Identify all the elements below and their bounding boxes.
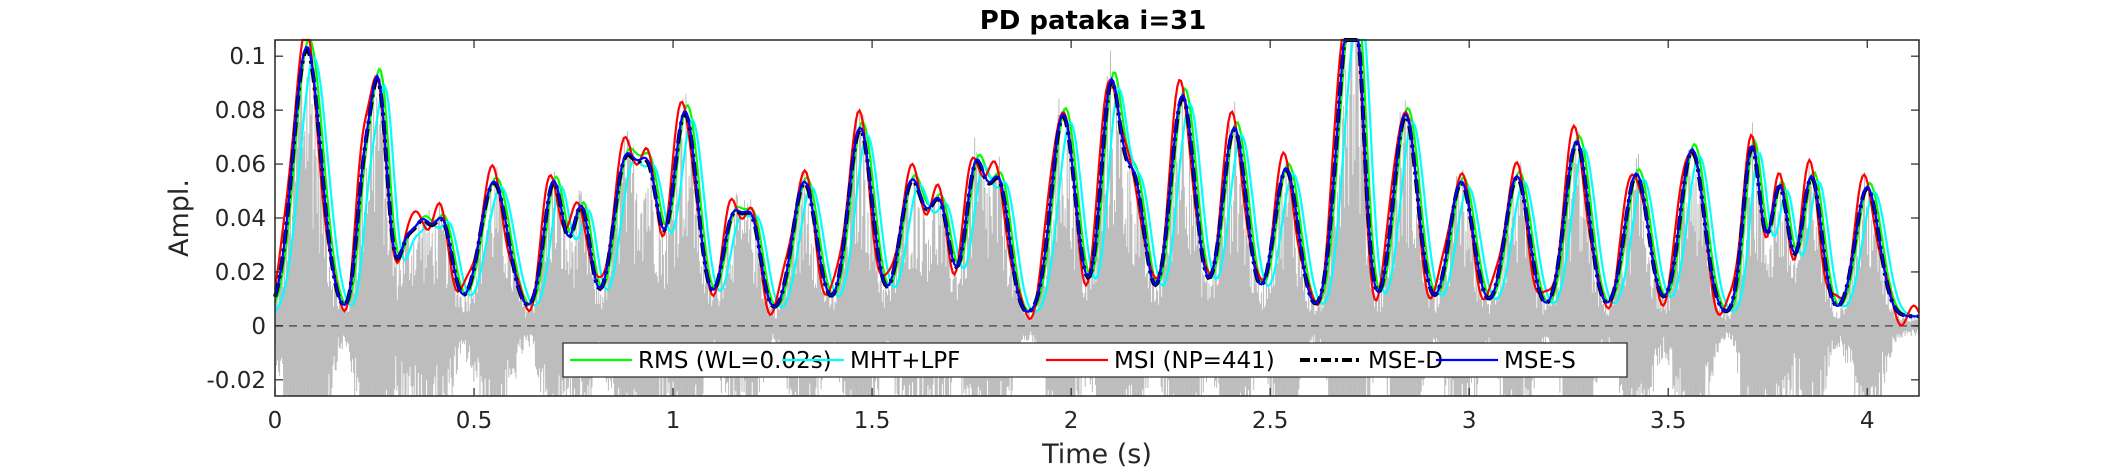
x-tick-label: 3 bbox=[1462, 408, 1477, 434]
series-line bbox=[273, 38, 1919, 318]
x-tick-label: 4 bbox=[1860, 408, 1875, 434]
legend-label: MSE-D bbox=[1368, 348, 1443, 374]
y-tick-label: -0.02 bbox=[206, 368, 266, 394]
y-tick-label: 0.08 bbox=[215, 98, 266, 124]
legend-label: MSE-S bbox=[1504, 348, 1576, 374]
x-axis-label: Time (s) bbox=[1041, 439, 1152, 469]
x-tick-label: 2.5 bbox=[1252, 408, 1289, 434]
y-tick-label: 0 bbox=[251, 314, 266, 340]
legend: RMS (WL=0.02s) MHT+LPF MSI (NP=441) MSE-D MS… bbox=[562, 342, 1628, 378]
x-tick-label: 0.5 bbox=[456, 408, 493, 434]
plot-area bbox=[273, 38, 1920, 397]
chart-title: PD pataka i=31 bbox=[980, 6, 1207, 36]
x-tick-label: 2 bbox=[1064, 408, 1079, 434]
y-tick-label: 0.1 bbox=[229, 44, 266, 70]
y-axis: -0.02 0 0.02 0.04 0.06 0.08 0.1 bbox=[206, 44, 1919, 394]
series-line bbox=[273, 38, 1919, 318]
series-line bbox=[274, 38, 1920, 318]
y-axis-label: Ampl. bbox=[164, 179, 195, 257]
x-tick-label: 1.5 bbox=[854, 408, 891, 434]
series-layer bbox=[273, 38, 1920, 327]
x-tick-label: 1 bbox=[666, 408, 681, 434]
y-tick-label: 0.02 bbox=[215, 260, 266, 286]
x-tick-label: 0 bbox=[268, 408, 283, 434]
x-axis: 0 0.5 1 1.5 2 2.5 3 3.5 4 bbox=[268, 40, 1875, 434]
legend-label: MHT+LPF bbox=[850, 348, 960, 374]
x-tick-label: 3.5 bbox=[1650, 408, 1687, 434]
legend-label: MSI (NP=441) bbox=[1114, 348, 1275, 374]
y-tick-label: 0.06 bbox=[215, 152, 266, 178]
y-tick-label: 0.04 bbox=[215, 206, 266, 232]
